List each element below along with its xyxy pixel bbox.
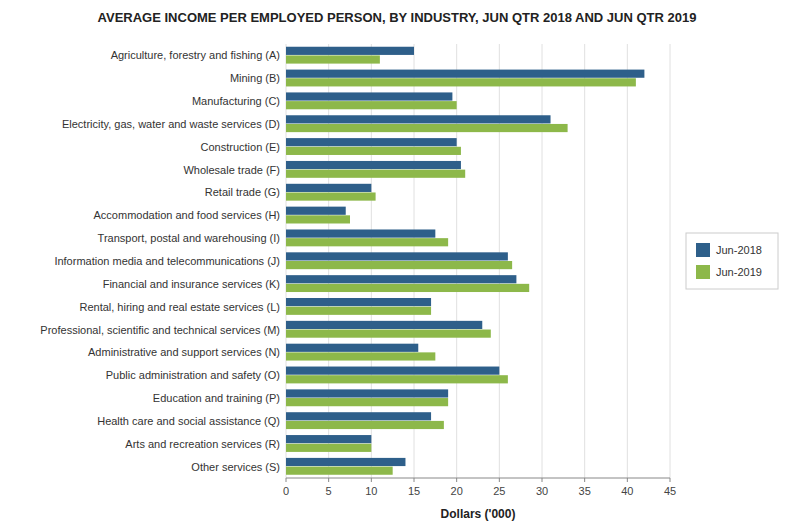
bar [286,321,482,329]
bar [286,55,380,63]
bar [286,147,461,155]
grid-line [670,44,671,478]
category-label: Transport, postal and warehousing (I) [98,232,280,244]
x-tick-label: 35 [579,485,591,497]
x-tick-label: 30 [536,485,548,497]
bar [286,284,529,292]
bar [286,124,568,132]
legend: Jun-2018 Jun-2019 [686,233,778,289]
bar [286,435,371,443]
category-label: Financial and insurance services (K) [103,278,280,290]
x-axis-line [286,478,670,479]
bar [286,138,457,146]
bar [286,215,350,223]
bar [286,412,431,420]
bar [286,229,435,237]
chart-container: AVERAGE INCOME PER EMPLOYED PERSON, BY I… [0,0,794,530]
bars [286,47,644,475]
category-label: Accommodation and food services (H) [94,209,280,221]
bar [286,161,461,169]
bar [286,92,452,100]
x-tick [584,478,585,482]
bar [286,398,448,406]
grid-line [627,44,628,478]
bar [286,298,431,306]
bar [286,47,414,55]
y-axis: Agriculture, forestry and fishing (A) Min… [40,49,280,472]
grid: 0 5 10 15 20 25 30 35 40 45 [283,44,676,497]
bar [286,115,551,123]
bar [286,170,465,178]
category-label: Mining (B) [230,72,280,84]
category-label: Health care and social assistance (Q) [97,415,280,427]
category-label: Public administration and safety (O) [106,369,280,381]
category-label: Manufacturing (C) [192,95,280,107]
category-label: Education and training (P) [153,392,280,404]
x-tick-label: 5 [326,485,332,497]
x-tick-label: 40 [621,485,633,497]
category-label: Professional, scientific and technical s… [40,324,280,336]
bar [286,458,405,466]
category-label: Arts and recreation services (R) [125,438,280,450]
legend-label: Jun-2018 [716,244,762,256]
legend-label: Jun-2019 [716,266,762,278]
bar [286,389,448,397]
category-label: Wholesale trade (F) [183,164,280,176]
x-tick [542,478,543,482]
x-tick [670,478,671,482]
x-tick [627,478,628,482]
x-tick-label: 10 [365,485,377,497]
bar [286,275,516,283]
x-tick [371,478,372,482]
category-label: Retail trade (G) [205,186,280,198]
grid-line [542,44,543,478]
x-tick-label: 20 [451,485,463,497]
bar [286,421,444,429]
bar [286,101,457,109]
category-label: Agriculture, forestry and fishing (A) [111,49,280,61]
bar [286,344,418,352]
x-axis-label: Dollars ('000) [441,507,516,521]
x-tick-label: 25 [493,485,505,497]
bar [286,352,435,360]
legend-swatch [696,265,710,279]
category-label: Information media and telecommunications… [54,255,280,267]
bar [286,307,431,315]
bar [286,238,448,246]
x-tick-label: 15 [408,485,420,497]
bar [286,330,491,338]
title: AVERAGE INCOME PER EMPLOYED PERSON, BY I… [98,10,697,25]
x-tick [286,478,287,482]
category-label: Other services (S) [191,461,280,473]
bar [286,70,644,78]
x-tick [328,478,329,482]
bar [286,252,508,260]
legend-box [686,233,778,289]
x-tick-label: 0 [283,485,289,497]
category-label: Rental, hiring and real estate services … [79,301,280,313]
category-label: Electricity, gas, water and waste servic… [62,118,280,130]
legend-swatch [696,243,710,257]
bar [286,192,376,200]
chart-svg: AVERAGE INCOME PER EMPLOYED PERSON, BY I… [0,0,794,530]
bar [286,367,499,375]
bar [286,467,393,475]
bar [286,184,371,192]
x-tick-label: 45 [664,485,676,497]
x-tick [414,478,415,482]
bar [286,78,636,86]
x-tick [499,478,500,482]
grid-line [584,44,585,478]
bar [286,207,346,215]
x-tick [456,478,457,482]
bar [286,375,508,383]
bar [286,261,512,269]
category-label: Construction (E) [201,141,280,153]
bar [286,444,371,452]
category-label: Administrative and support services (N) [88,346,280,358]
